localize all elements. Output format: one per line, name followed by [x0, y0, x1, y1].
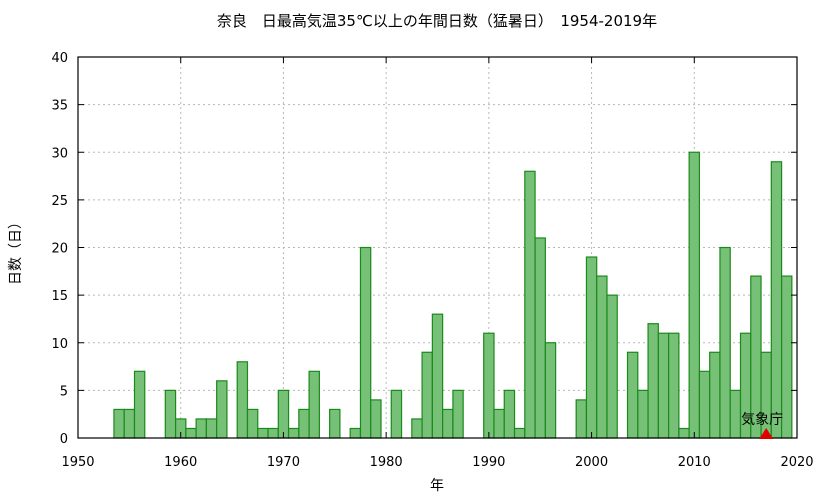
bar-1962 [195, 418, 207, 439]
bar-1954 [113, 408, 125, 439]
y-axis-label: 日数（日） [8, 215, 24, 285]
y-tick-label: 20 [51, 242, 68, 257]
bar-1996 [544, 342, 557, 439]
x-tick-label: 2020 [780, 455, 813, 470]
bar-2018 [770, 161, 783, 439]
bar-2013 [719, 246, 731, 439]
x-tick-label: 2000 [575, 455, 608, 470]
bar-2001 [596, 275, 608, 439]
bar-1959 [164, 389, 177, 439]
bar-2000 [585, 256, 598, 439]
y-tick-label: 40 [51, 51, 68, 66]
bar-2011 [698, 370, 711, 439]
x-tick-label: 1970 [267, 455, 300, 470]
bar-1977 [349, 427, 362, 439]
bar-1956 [133, 370, 146, 439]
bar-1966 [236, 361, 249, 439]
bar-1992 [503, 389, 516, 439]
bar-1973 [308, 370, 320, 439]
bar-1972 [298, 408, 310, 439]
bar-1995 [534, 237, 546, 439]
bar-1986 [442, 408, 454, 439]
x-tick-label: 2010 [678, 455, 711, 470]
bar-1987 [452, 389, 464, 439]
y-tick-label: 30 [51, 146, 68, 161]
annotation-marker-icon [759, 428, 774, 439]
bar-2014 [729, 389, 742, 439]
bar-1969 [267, 427, 279, 439]
bar-2002 [606, 294, 618, 439]
bar-1984 [421, 351, 433, 439]
bar-2012 [709, 351, 721, 439]
annotation-label: 気象庁 [741, 412, 783, 428]
bar-1985 [431, 313, 444, 439]
bar-1975 [329, 408, 341, 439]
bar-1994 [524, 170, 536, 439]
x-axis-label: 年 [430, 478, 444, 494]
bar-1978 [359, 246, 372, 439]
bar-2005 [637, 389, 649, 439]
y-tick-label: 35 [51, 99, 68, 114]
bar-1967 [246, 408, 259, 439]
x-tick-label: 1980 [370, 455, 403, 470]
bar-1981 [390, 389, 403, 439]
y-tick-label: 0 [60, 432, 68, 447]
bar-1961 [185, 427, 197, 439]
bar-1979 [370, 399, 382, 439]
bar-1991 [493, 408, 505, 439]
bar-1999 [575, 399, 588, 439]
bar-2010 [688, 151, 701, 439]
y-tick-label: 5 [60, 384, 68, 399]
bar-1971 [287, 427, 300, 439]
y-tick-label: 15 [51, 289, 68, 304]
bar-1983 [411, 418, 423, 439]
x-tick-label: 1960 [164, 455, 197, 470]
bar-2008 [668, 332, 680, 439]
bar-1970 [277, 389, 290, 439]
bar-2009 [678, 427, 690, 439]
annotation: 気象庁 [741, 412, 783, 439]
x-tick-label: 1950 [61, 455, 94, 470]
bar-1990 [483, 332, 495, 439]
bars [113, 151, 793, 439]
chart-title: 奈良 日最高気温35℃以上の年間日数（猛暑日） 1954-2019年 [217, 12, 657, 30]
y-tick-label: 10 [51, 337, 68, 352]
y-tick-label: 25 [51, 194, 68, 209]
bar-2006 [647, 323, 659, 439]
bar-1968 [257, 427, 269, 439]
bar-1963 [205, 418, 218, 439]
axis-ticks: 1950 1960 1970 1980 1990 2000 2010 2020 0 5 10 15 20… [51, 51, 813, 470]
bar-1955 [123, 408, 136, 439]
x-tick-label: 1990 [472, 455, 505, 470]
bar-2004 [626, 351, 639, 439]
bar-2007 [657, 332, 670, 439]
bar-1964 [216, 380, 228, 439]
bar-1993 [513, 427, 526, 439]
